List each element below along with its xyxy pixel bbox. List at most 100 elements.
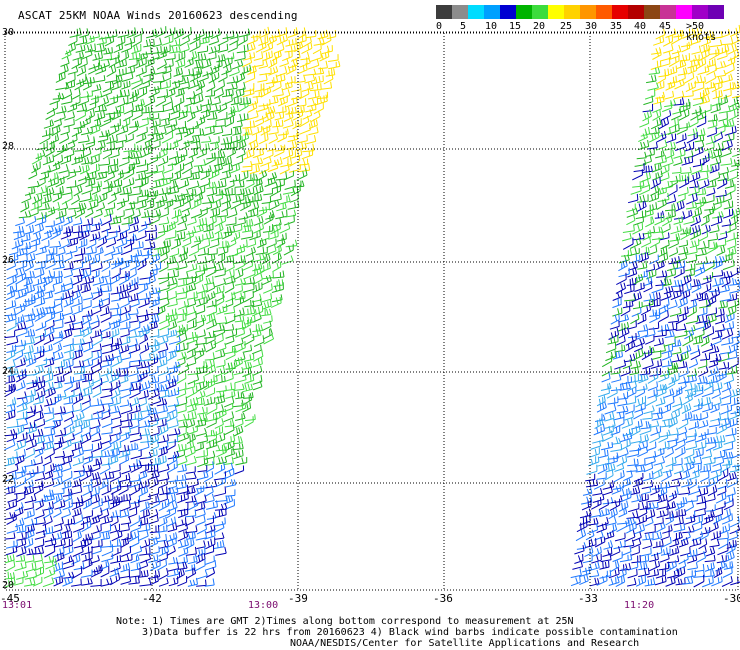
wind-barb bbox=[99, 129, 111, 138]
wind-barb bbox=[691, 146, 704, 158]
wind-barb bbox=[73, 120, 86, 130]
wind-barb bbox=[714, 194, 725, 205]
wind-barb bbox=[648, 131, 660, 143]
wind-barb bbox=[644, 577, 656, 587]
wind-barb bbox=[80, 267, 92, 280]
wind-barb bbox=[194, 224, 204, 234]
wind-barb bbox=[268, 127, 279, 135]
wind-barb bbox=[609, 498, 621, 512]
wind-barb bbox=[726, 246, 737, 257]
wind-barb bbox=[176, 332, 188, 346]
wind-barb bbox=[58, 164, 69, 174]
wind-barb bbox=[178, 546, 189, 557]
wind-barb bbox=[205, 537, 216, 550]
wind-barb bbox=[726, 477, 738, 488]
wind-barb bbox=[244, 177, 255, 190]
wind-barb bbox=[119, 569, 130, 579]
wind-barb bbox=[45, 220, 55, 228]
wind-barb bbox=[674, 438, 686, 451]
wind-barb bbox=[210, 136, 220, 144]
wind-barb bbox=[242, 88, 255, 98]
wind-barb bbox=[232, 119, 243, 129]
wind-barb bbox=[73, 253, 84, 263]
wind-barb bbox=[14, 439, 26, 452]
wind-barb bbox=[110, 215, 122, 225]
wind-barb bbox=[160, 245, 170, 257]
wind-barb bbox=[260, 125, 271, 136]
wind-barb bbox=[205, 412, 218, 422]
wind-barb bbox=[25, 423, 37, 435]
wind-barb bbox=[257, 73, 268, 83]
wind-barb bbox=[245, 246, 256, 257]
wind-barb bbox=[66, 180, 77, 189]
wind-barb bbox=[671, 167, 682, 174]
wind-barb bbox=[23, 284, 36, 295]
wind-barb bbox=[188, 244, 199, 257]
wind-barb bbox=[626, 386, 637, 398]
wind-barb bbox=[111, 308, 122, 317]
wind-barb bbox=[690, 228, 701, 240]
wind-barb bbox=[313, 36, 325, 46]
wind-barb bbox=[59, 132, 70, 145]
wind-barb bbox=[614, 462, 625, 472]
wind-barb bbox=[714, 435, 726, 444]
wind-barb bbox=[655, 139, 668, 151]
wind-barb bbox=[694, 265, 706, 278]
wind-barb bbox=[158, 312, 171, 325]
wind-barb bbox=[185, 188, 197, 198]
wind-barb bbox=[626, 465, 638, 473]
wind-barb bbox=[665, 510, 678, 520]
wind-barb bbox=[6, 336, 19, 346]
wind-barb bbox=[81, 577, 93, 586]
wind-barb bbox=[200, 143, 210, 152]
wind-barb bbox=[60, 125, 70, 136]
wind-barb bbox=[126, 93, 138, 105]
wind-barb bbox=[154, 65, 167, 75]
wind-barb bbox=[272, 261, 282, 273]
wind-barb bbox=[100, 51, 113, 61]
wind-barb bbox=[115, 134, 128, 144]
scale-swatch bbox=[452, 5, 468, 19]
wind-barb bbox=[99, 374, 109, 385]
wind-barb bbox=[107, 192, 117, 205]
wind-barb bbox=[72, 424, 83, 437]
wind-barb bbox=[287, 27, 299, 38]
wind-barb bbox=[575, 529, 587, 542]
wind-barb bbox=[45, 107, 56, 120]
wind-barb bbox=[290, 184, 301, 197]
wind-barb bbox=[23, 344, 34, 355]
wind-barb bbox=[52, 185, 64, 196]
wind-barb bbox=[151, 46, 162, 54]
wind-barb bbox=[84, 207, 94, 218]
wind-barb bbox=[91, 477, 102, 489]
wind-barb bbox=[651, 231, 664, 241]
scale-swatch bbox=[628, 5, 644, 19]
wind-barb bbox=[309, 83, 322, 92]
wind-barb bbox=[707, 366, 719, 377]
wind-barb bbox=[91, 343, 102, 353]
wind-barb bbox=[700, 353, 711, 361]
wind-barb bbox=[149, 179, 161, 190]
wind-barb bbox=[33, 456, 43, 466]
wind-barb bbox=[205, 387, 216, 398]
wind-barb bbox=[5, 375, 16, 384]
wind-barb bbox=[677, 497, 688, 505]
wind-barb bbox=[94, 104, 107, 113]
wind-barb bbox=[709, 287, 720, 301]
wind-barb bbox=[44, 544, 56, 558]
wind-barb bbox=[207, 111, 218, 120]
wind-barb bbox=[149, 524, 160, 534]
wind-barb bbox=[263, 214, 274, 225]
wind-barb bbox=[34, 471, 46, 482]
wind-barb bbox=[652, 531, 662, 541]
wind-barb bbox=[639, 424, 652, 436]
wind-barb bbox=[5, 576, 16, 588]
wind-barb bbox=[620, 432, 633, 443]
wind-barb bbox=[175, 58, 186, 69]
wind-barb bbox=[194, 115, 206, 128]
wind-barb bbox=[668, 118, 679, 129]
wind-barb bbox=[162, 64, 172, 75]
wind-barb bbox=[128, 308, 139, 316]
wind-barb bbox=[101, 544, 114, 557]
wind-barb bbox=[138, 523, 151, 533]
